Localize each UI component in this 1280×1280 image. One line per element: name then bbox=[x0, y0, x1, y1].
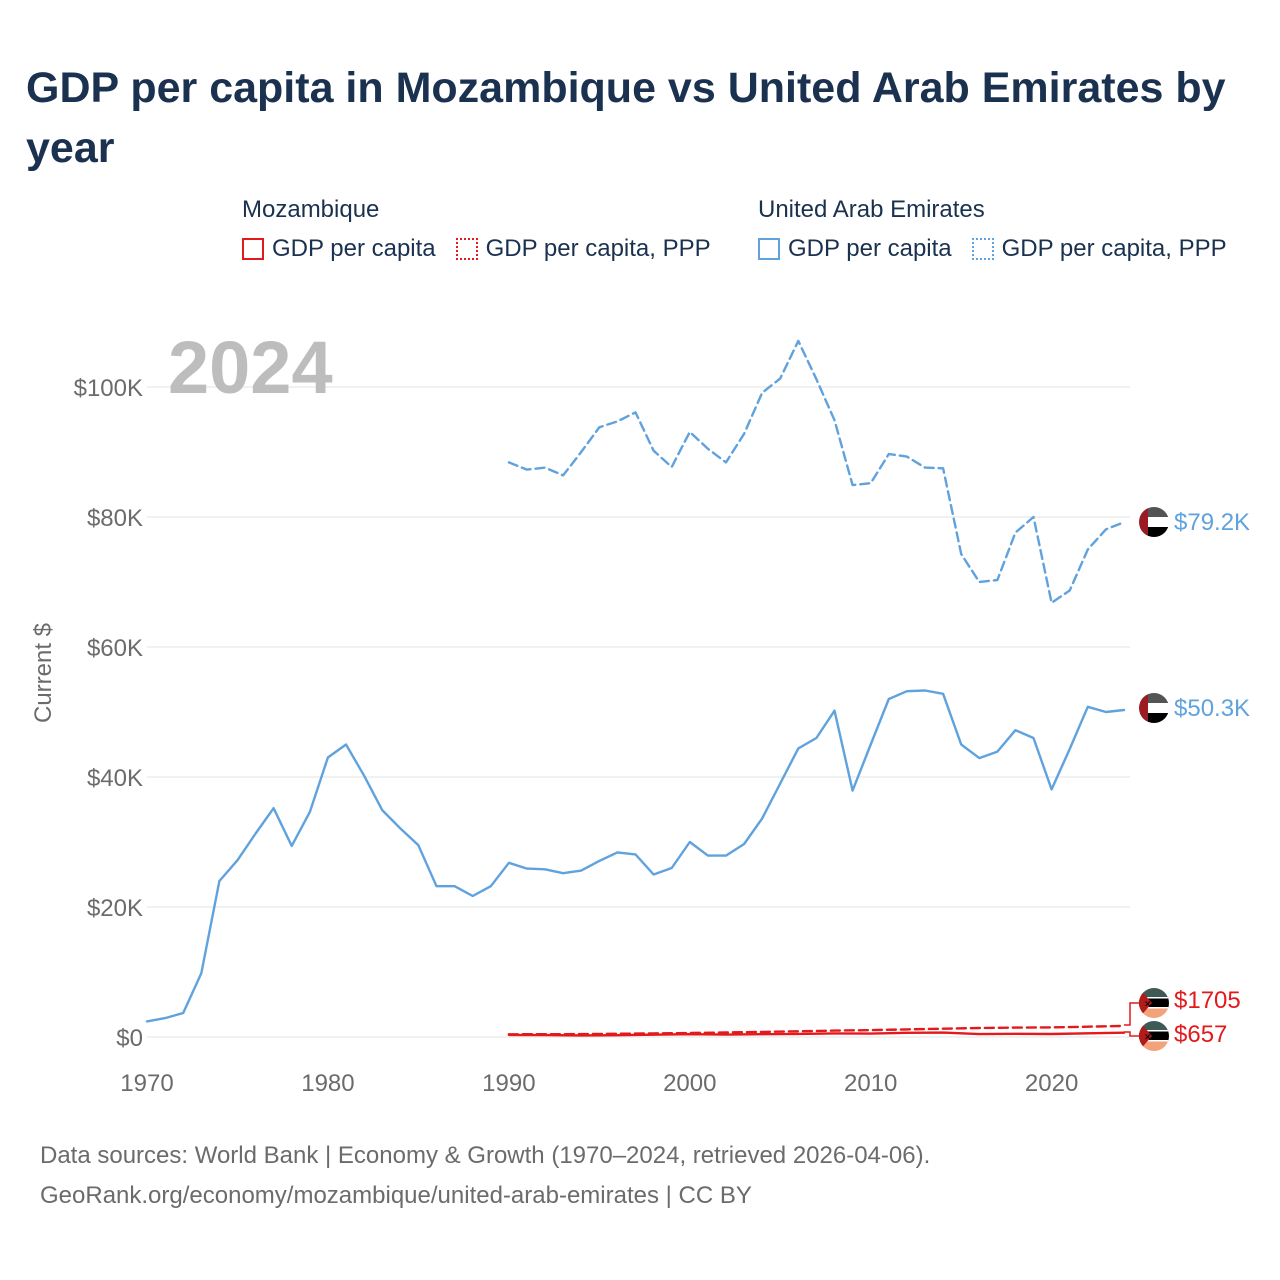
y-tick-label: $100K bbox=[74, 375, 143, 402]
x-tick-label: 2000 bbox=[663, 1070, 716, 1097]
legend-swatch-solid bbox=[242, 238, 264, 260]
footer: Data sources: World Bank | Economy & Gro… bbox=[40, 1136, 930, 1216]
series-line-1[interactable] bbox=[507, 339, 1126, 604]
series-line-0[interactable] bbox=[145, 689, 1126, 1023]
y-tick-label: $40K bbox=[87, 765, 143, 792]
uae-flag-icon bbox=[1139, 693, 1169, 723]
line-chart: 2024 Current $ $0 $20K $40K $60K $80K $100K 19… bbox=[30, 326, 1250, 1097]
y-tick-label: $0 bbox=[116, 1025, 143, 1052]
uae-flag-icon bbox=[1139, 507, 1169, 537]
y-tick-label: $20K bbox=[87, 895, 143, 922]
legend-item-mozambique-gdp[interactable]: GDP per capita bbox=[242, 235, 436, 263]
end-label-connector bbox=[1124, 1002, 1140, 1026]
data-sources-text: Data sources: World Bank | Economy & Gro… bbox=[40, 1142, 931, 1169]
x-tick-label: 1980 bbox=[301, 1070, 354, 1097]
legend-swatch-dotted bbox=[971, 238, 994, 260]
legend-item-label: GDP per capita bbox=[788, 235, 952, 262]
x-tick-label: 2010 bbox=[844, 1070, 897, 1097]
legend-group-label: United Arab Emirates bbox=[758, 196, 985, 223]
end-label-mozambique-gdp-ppp: $1705 bbox=[1174, 987, 1241, 1014]
x-tick-label: 1990 bbox=[482, 1070, 535, 1097]
svg-text:✕: ✕ bbox=[1144, 1033, 1152, 1043]
source-link[interactable]: GeoRank.org/economy/mozambique/united-ar… bbox=[40, 1182, 752, 1209]
legend-item-uae-gdp[interactable]: GDP per capita bbox=[758, 235, 952, 263]
end-label-mozambique-gdp: $657 bbox=[1174, 1021, 1227, 1048]
svg-text:✕: ✕ bbox=[1144, 1000, 1152, 1010]
mozambique-flag-icon: ✕ bbox=[1139, 1021, 1169, 1051]
legend-swatch-dotted bbox=[455, 238, 478, 260]
end-label-connector bbox=[1124, 1031, 1140, 1037]
y-tick-label: $60K bbox=[87, 635, 143, 662]
legend-swatch-solid bbox=[758, 238, 780, 260]
series-line-2[interactable] bbox=[507, 1031, 1126, 1037]
mozambique-flag-icon: ✕ bbox=[1139, 988, 1169, 1018]
end-label-uae-gdp: $50.3K bbox=[1174, 695, 1250, 722]
legend-item-label: GDP per capita, PPP bbox=[485, 235, 711, 262]
year-watermark: 2024 bbox=[168, 326, 333, 409]
legend-group-mozambique: Mozambique GDP per capita GDP per capita… bbox=[242, 195, 731, 263]
legend-item-label: GDP per capita, PPP bbox=[1001, 235, 1227, 262]
legend-item-label: GDP per capita bbox=[272, 235, 436, 262]
y-axis-label: Current $ bbox=[30, 623, 57, 723]
legend-item-mozambique-gdp-ppp[interactable]: GDP per capita, PPP bbox=[455, 235, 711, 263]
x-tick-label: 2020 bbox=[1025, 1070, 1078, 1097]
y-tick-label: $80K bbox=[87, 505, 143, 532]
legend-item-uae-gdp-ppp[interactable]: GDP per capita, PPP bbox=[971, 235, 1227, 263]
series-line-3[interactable] bbox=[507, 1024, 1126, 1036]
end-label-uae-gdp-ppp: $79.2K bbox=[1174, 509, 1250, 536]
legend-group-label: Mozambique bbox=[242, 196, 380, 223]
chart-title: GDP per capita in Mozambique vs United A… bbox=[26, 64, 1226, 172]
x-tick-label: 1970 bbox=[120, 1070, 173, 1097]
legend-group-uae: United Arab Emirates GDP per capita GDP … bbox=[758, 195, 1247, 263]
